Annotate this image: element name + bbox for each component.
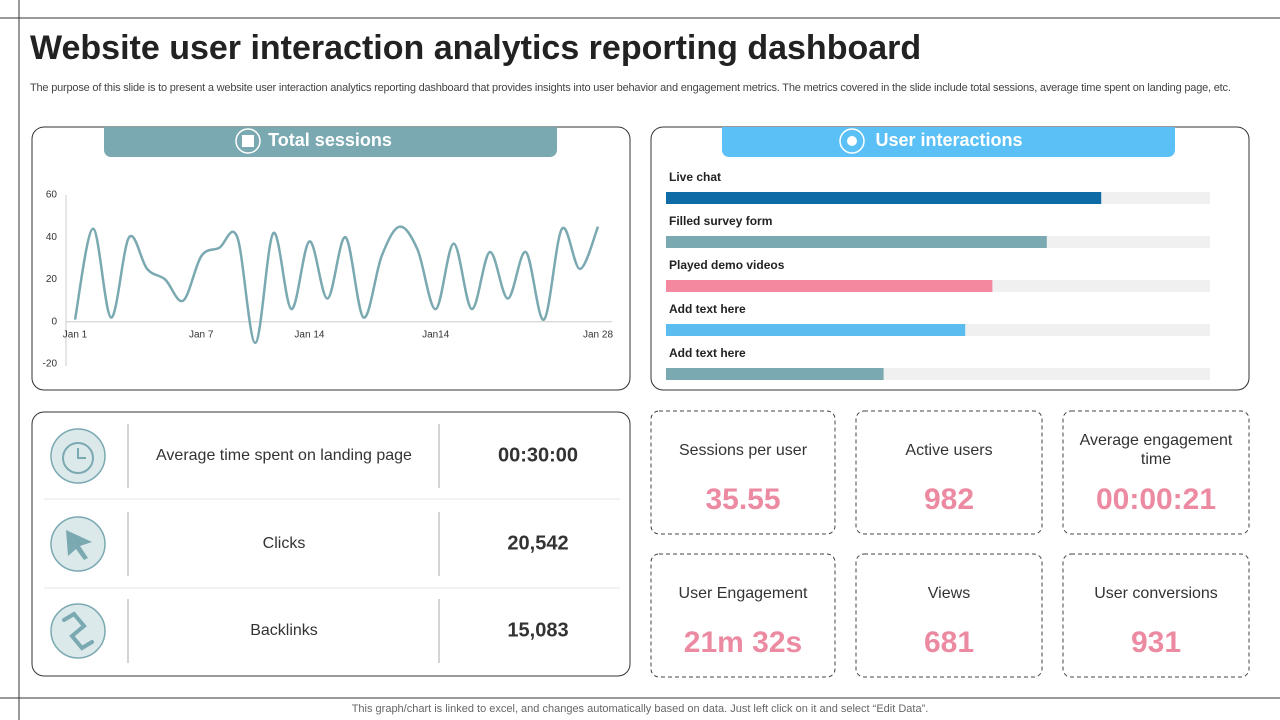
kpi-box [650,553,836,678]
hand-icon [839,128,865,154]
description: The purpose of this slide is to present … [30,82,1231,94]
sessions-title: Total sessions [268,130,392,150]
metrics-panel [31,411,631,677]
kpi-label: Average engagement time [1079,432,1233,468]
bar [666,324,966,336]
bar-label: Add text here [669,346,746,360]
x-tick-label: Jan 28 [583,329,613,340]
bar [666,368,884,380]
bar [666,192,1102,204]
kpi-value: 00:00:21 [1096,483,1216,516]
kpi-value: 681 [924,626,974,659]
bar-label: Add text here [669,302,746,316]
interactions-title: User interactions [875,130,1022,150]
kpi-box [1062,410,1250,535]
bar [666,236,1047,248]
stopwatch-hand [77,448,86,459]
interactions-header [722,127,1175,157]
bar-label: Played demo videos [669,258,785,272]
kpi-box [650,410,836,535]
kpi-label: Views [927,584,971,602]
kpi-value: 35.55 [705,483,780,516]
stopwatch-face [62,442,94,474]
link-icon [62,611,94,651]
bar-label: Filled survey form [669,214,772,228]
metric-label: Clicks [263,535,306,552]
kpi-value: 21m 32s [684,626,802,659]
kpi-box [855,553,1043,678]
metric-value: 15,083 [507,619,568,641]
kpi-label: Active users [905,441,993,459]
x-tick-label: Jan 7 [189,329,214,340]
y-tick-label: -20 [43,359,58,370]
kpi-label-box: User conversions [1094,584,1218,602]
sessions-header [104,127,557,157]
hand-icon-dot [847,136,857,146]
bar [666,280,993,292]
kpi-label-box: Active users [905,441,993,459]
metric-value: 20,542 [507,532,568,554]
y-tick-label: 60 [46,190,58,201]
y-tick-label: 0 [51,316,57,327]
kpi-box [1062,553,1250,678]
kpi-label: User conversions [1094,584,1218,602]
kpi-label-box: Average engagement time [1079,432,1233,468]
footer: This graph/chart is linked to excel, and… [352,703,929,715]
line-series [73,225,600,345]
kpi-label-box: Views [927,584,971,602]
bar-label: Live chat [669,170,721,184]
kpi-label: Sessions per user [678,441,808,459]
kpi-value: 931 [1131,626,1181,659]
description-box: The purpose of this slide is to present … [30,82,1231,94]
metric-value: 00:30:00 [498,444,578,466]
calendar-icon [235,128,261,154]
calendar-icon-body [242,135,254,147]
x-tick-label: Jan14 [422,329,450,340]
y-tick-label: 40 [46,232,58,243]
cursor-icon [66,530,92,560]
x-tick-label: Jan 14 [294,329,324,340]
x-tick-label: Jan 1 [63,329,88,340]
title: Website user interaction analytics repor… [30,29,921,67]
kpi-box [855,410,1043,535]
kpi-label: User Engagement [678,584,808,602]
metric-label: Backlinks [250,622,318,639]
kpi-label-box: User Engagement [678,584,808,602]
sessions-panel [31,126,631,391]
kpi-label-box: Sessions per user [678,441,808,459]
metric-label: Average time spent on landing page [156,447,412,464]
y-tick-label: 20 [46,274,58,285]
kpi-value: 982 [924,483,974,516]
